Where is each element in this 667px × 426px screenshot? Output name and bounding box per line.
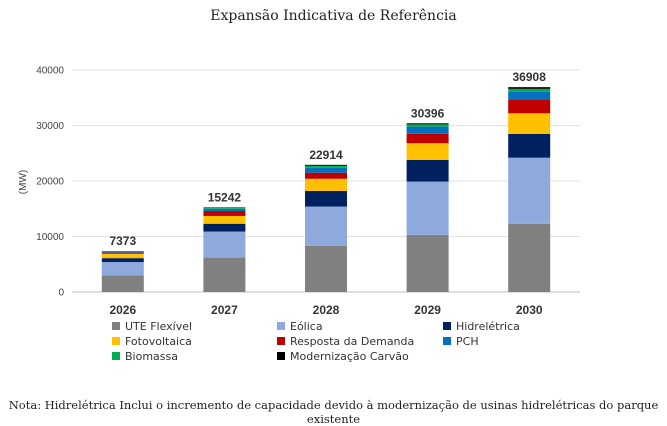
bar-segment-2029-2 — [407, 160, 449, 182]
legend-item-4: Resposta da Demanda — [277, 335, 414, 348]
bar-segment-2030-4 — [508, 100, 550, 113]
legend-item-6: Biomassa — [112, 350, 178, 363]
bar-segment-2030-2 — [508, 134, 550, 158]
bar-segment-2029-1 — [407, 182, 449, 235]
y-axis-ticks: 0 10000 20000 30000 40000 — [36, 66, 64, 299]
legend-label: Resposta da Demanda — [290, 335, 414, 348]
bar-segment-2027-3 — [203, 216, 245, 224]
bar-segment-2026-4 — [102, 253, 144, 254]
legend-label: Biomassa — [125, 350, 178, 363]
bar-segment-2029-3 — [407, 143, 449, 160]
y-tick-label: 40000 — [36, 66, 64, 77]
bar-segment-2028-4 — [305, 173, 347, 179]
legend-swatch — [112, 352, 120, 360]
bar-segment-2029-6 — [407, 124, 449, 126]
bar-segment-2030-0 — [508, 224, 550, 292]
bar-segment-2027-1 — [203, 232, 245, 258]
legend-item-5: PCH — [443, 335, 479, 348]
x-tick-label-2029: 2029 — [414, 303, 441, 317]
bar-segment-2026-5 — [102, 252, 144, 253]
x-tick-label-2026: 2026 — [109, 303, 136, 317]
bar-segment-2028-6 — [305, 166, 347, 168]
legend-swatch — [112, 322, 120, 330]
legend-item-0: UTE Flexível — [112, 320, 192, 333]
legend-label: Eólica — [290, 320, 323, 333]
total-label-2026: 7373 — [109, 234, 136, 248]
bar-segment-2028-3 — [305, 179, 347, 191]
bars — [102, 87, 550, 292]
stacked-bar-chart: 0 10000 20000 30000 40000 (MW) 7373 15242 2291… — [0, 0, 667, 395]
bar-segment-2029-5 — [407, 127, 449, 134]
bar-segment-2030-3 — [508, 113, 550, 134]
legend-swatch — [443, 337, 451, 345]
y-axis-label: (MW) — [18, 170, 29, 194]
y-tick-label: 10000 — [36, 232, 64, 243]
bar-segment-2030-6 — [508, 89, 550, 92]
total-label-2027: 15242 — [208, 190, 242, 204]
x-tick-label-2027: 2027 — [211, 303, 238, 317]
legend: UTE Flexível Eólica Hidrelétrica Fotovoltai… — [112, 320, 520, 363]
y-tick-label: 30000 — [36, 121, 64, 132]
bar-segment-2026-2 — [102, 258, 144, 262]
bar-segment-2027-2 — [203, 224, 245, 232]
bar-segment-2028-5 — [305, 168, 347, 173]
legend-swatch — [112, 337, 120, 345]
bar-segment-2028-2 — [305, 191, 347, 207]
x-tick-label-2030: 2030 — [516, 303, 543, 317]
bar-segment-2027-4 — [203, 211, 245, 216]
y-tick-label: 20000 — [36, 177, 64, 188]
bar-segment-2027-0 — [203, 258, 245, 292]
legend-item-7: Modernização Carvão — [277, 350, 409, 363]
bar-segment-2029-4 — [407, 134, 449, 143]
y-tick-label: 0 — [58, 288, 64, 299]
legend-item-3: Fotovoltaica — [112, 335, 192, 348]
bar-segment-2028-1 — [305, 207, 347, 246]
chart-note: Nota: Hidrelétrica Inclui o incremento d… — [0, 398, 667, 426]
legend-label: Modernização Carvão — [290, 350, 409, 363]
legend-label: UTE Flexível — [125, 320, 192, 333]
x-axis-ticks: 2026 2027 2028 2029 2030 — [109, 303, 542, 317]
bar-segment-2030-1 — [508, 158, 550, 224]
bar-segment-2028-0 — [305, 246, 347, 292]
legend-swatch — [443, 322, 451, 330]
bar-segment-2027-5 — [203, 209, 245, 211]
total-label-2030: 36908 — [513, 70, 547, 84]
total-label-2029: 30396 — [411, 106, 445, 120]
bar-segment-2026-3 — [102, 254, 144, 258]
bar-segment-2028-7 — [305, 165, 347, 166]
bar-segment-2026-1 — [102, 262, 144, 275]
bar-segment-2027-7 — [203, 207, 245, 208]
bar-segment-2029-0 — [407, 235, 449, 292]
legend-label: PCH — [456, 335, 479, 348]
legend-item-2: Hidrelétrica — [443, 320, 520, 333]
total-label-2028: 22914 — [309, 148, 343, 162]
legend-label: Fotovoltaica — [125, 335, 192, 348]
bar-segment-2026-0 — [102, 275, 144, 292]
bar-segment-2027-6 — [203, 208, 245, 209]
legend-item-1: Eólica — [277, 320, 323, 333]
bar-segment-2030-7 — [508, 87, 550, 89]
legend-label: Hidrelétrica — [456, 320, 520, 333]
legend-swatch — [277, 352, 285, 360]
legend-swatch — [277, 322, 285, 330]
legend-swatch — [277, 337, 285, 345]
bar-segment-2029-7 — [407, 123, 449, 124]
bar-segment-2030-5 — [508, 92, 550, 100]
x-tick-label-2028: 2028 — [313, 303, 340, 317]
